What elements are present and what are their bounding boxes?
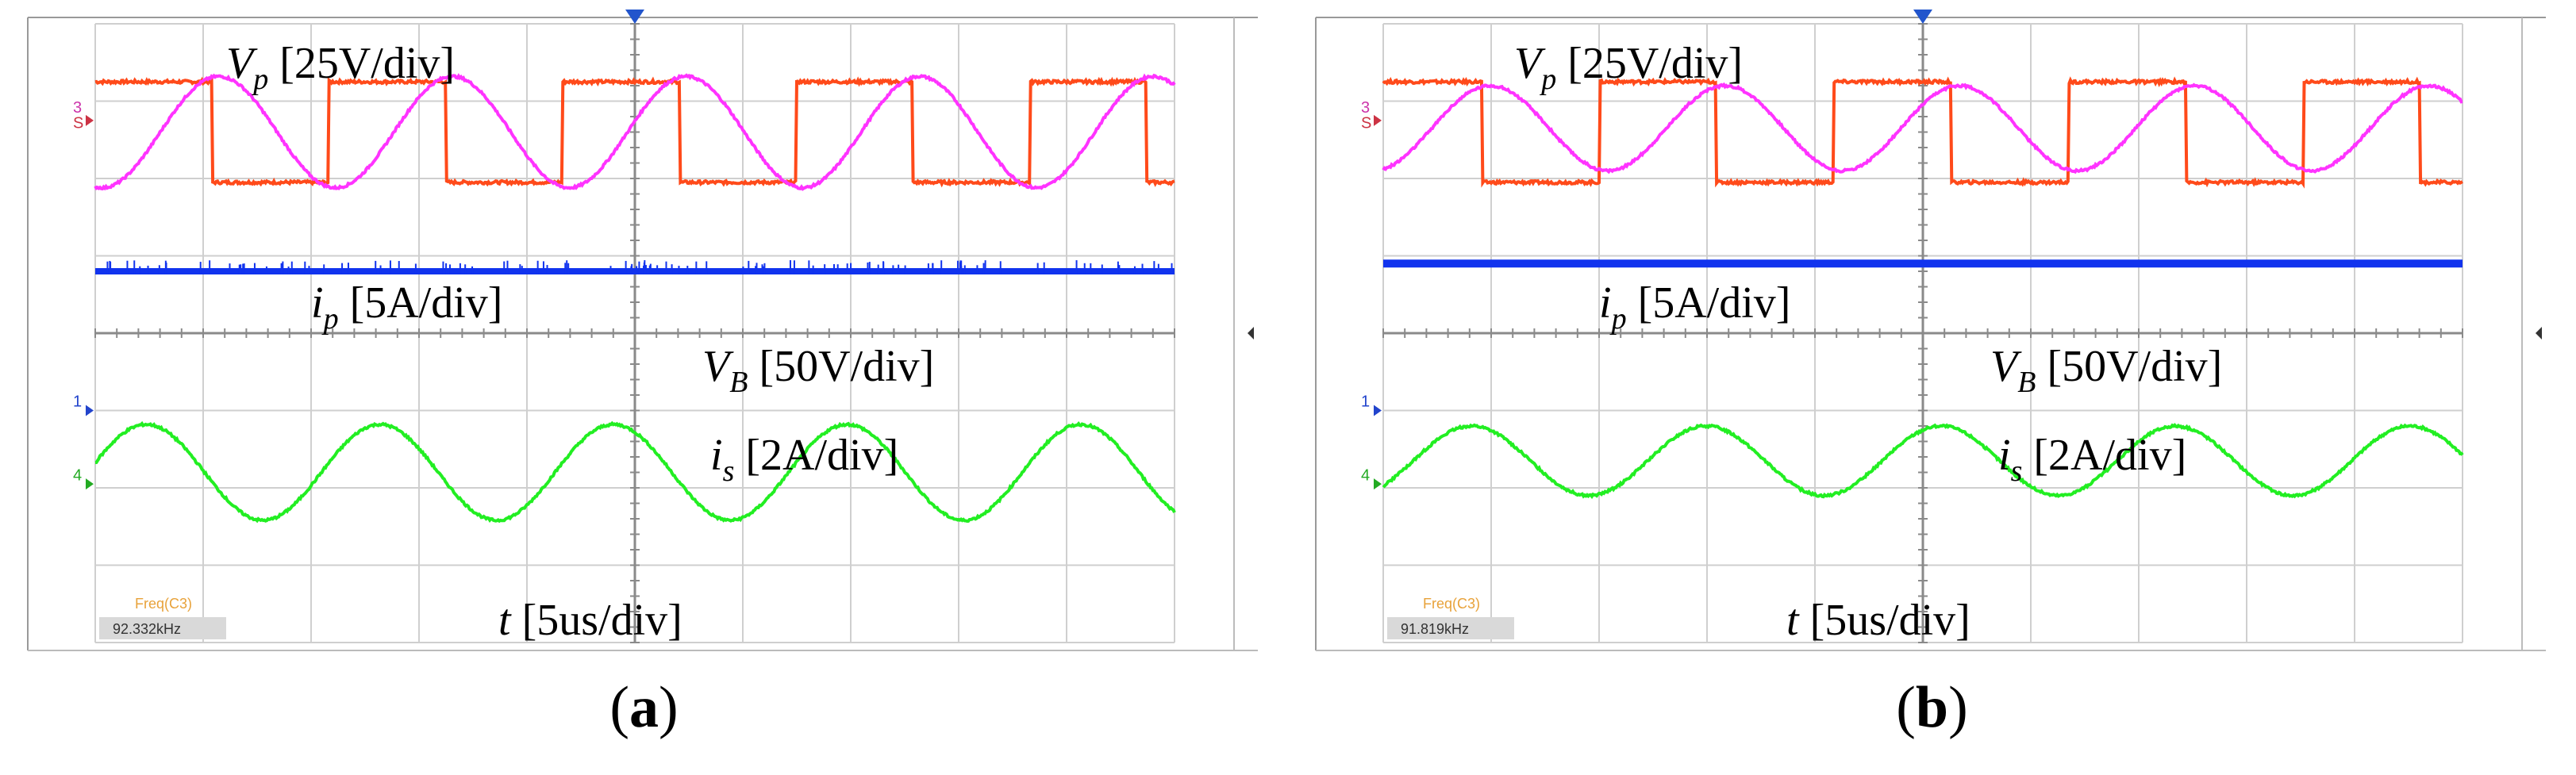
label-vp-scale: [25V/div] xyxy=(268,39,455,88)
label-vb-symbol: V xyxy=(702,342,734,391)
channel-marker-4: 4 xyxy=(73,466,82,484)
label-ip-subscript: p xyxy=(1609,302,1627,336)
channel-arrow-icon xyxy=(1374,405,1382,416)
caption-a: (a) xyxy=(609,675,679,740)
label-ip-symbol: i xyxy=(1599,278,1612,328)
caption-b: (b) xyxy=(1896,675,1968,740)
collapse-arrow-icon xyxy=(1248,327,1254,340)
label-vb: VB [50V/div] xyxy=(1990,342,2222,399)
label-is: is [2A/div] xyxy=(710,431,898,488)
label-vp-symbol: V xyxy=(226,39,258,88)
label-vp-symbol: V xyxy=(1514,39,1546,88)
label-ip-scale: [5A/div] xyxy=(1627,278,1791,328)
collapse-arrow-icon xyxy=(2536,327,2542,340)
channel-arrow-icon xyxy=(1374,114,1382,126)
label-vb: VB [50V/div] xyxy=(702,342,934,399)
label-ip: ip [5A/div] xyxy=(311,278,502,336)
channel-arrow-icon xyxy=(86,478,94,490)
label-ip-symbol: i xyxy=(311,278,324,328)
trigger-marker-icon xyxy=(1913,10,1932,24)
measurement-value: 92.332kHz xyxy=(113,621,181,637)
label-vb-scale: [50V/div] xyxy=(2036,342,2222,391)
channel-marker-3: 3 xyxy=(1361,99,1370,117)
scope-figure-a: 3 S 1 4 Freq(C3) 92.332kHz Vp [25V/div] ip [5A/… xyxy=(27,10,1258,740)
series-VB xyxy=(95,268,1175,274)
label-t-symbol: t xyxy=(1786,596,1800,645)
label-is-symbol: i xyxy=(1998,431,2011,480)
label-t-scale: [5us/div] xyxy=(1799,596,1970,645)
label-ip: ip [5A/div] xyxy=(1599,278,1790,336)
label-is: is [2A/div] xyxy=(1998,431,2186,488)
channel-marker-4: 4 xyxy=(1361,466,1370,484)
channel-arrow-icon xyxy=(86,114,94,126)
channel-arrow-icon xyxy=(86,405,94,416)
label-vb-scale: [50V/div] xyxy=(748,342,934,391)
label-vb-subscript: B xyxy=(729,366,748,399)
series-Vp xyxy=(1382,76,2463,189)
label-t-symbol: t xyxy=(498,596,512,645)
label-vp-subscript: p xyxy=(251,63,268,96)
measurement-box xyxy=(1387,617,1514,639)
channel-marker-s: S xyxy=(73,115,83,132)
channel-marker-3: 3 xyxy=(73,99,82,117)
channel-marker-1: 1 xyxy=(73,393,82,411)
channel-arrow-icon xyxy=(1374,478,1382,490)
scope-figure-b: 3 S 1 4 Freq(C3) 91.819kHz Vp [25V/div] ip [5A/… xyxy=(1288,0,2576,775)
label-ip-subscript: p xyxy=(321,302,339,336)
label-is-symbol: i xyxy=(710,431,723,480)
label-vp: Vp [25V/div] xyxy=(1514,39,1743,96)
measurement-value: 91.819kHz xyxy=(1401,621,1469,637)
label-t: t [5us/div] xyxy=(498,596,682,645)
label-t: t [5us/div] xyxy=(1786,596,1970,645)
series-ip xyxy=(94,73,1176,191)
series-is xyxy=(1382,423,2464,500)
label-ip-scale: [5A/div] xyxy=(339,278,503,328)
label-vp: Vp [25V/div] xyxy=(226,39,455,96)
label-vp-subscript: p xyxy=(1539,63,1556,96)
label-t-scale: [5us/div] xyxy=(511,596,682,645)
channel-marker-1: 1 xyxy=(1361,393,1370,411)
series-Vp xyxy=(94,76,1175,188)
label-is-subscript: s xyxy=(723,455,735,488)
label-vp-scale: [25V/div] xyxy=(1556,39,1743,88)
series-VB xyxy=(1383,259,2463,268)
measurement-box xyxy=(99,617,226,639)
label-vb-symbol: V xyxy=(1990,342,2022,391)
trigger-marker-icon xyxy=(625,10,644,24)
channel-marker-s: S xyxy=(1361,115,1371,132)
measurement-label: Freq(C3) xyxy=(135,596,192,612)
label-is-subscript: s xyxy=(2011,455,2023,488)
label-vb-subscript: B xyxy=(2017,366,2036,399)
label-is-scale: [2A/div] xyxy=(2022,431,2186,480)
series-ip xyxy=(1382,82,2463,175)
label-is-scale: [2A/div] xyxy=(734,431,898,480)
series-is xyxy=(94,420,1176,524)
measurement-label: Freq(C3) xyxy=(1423,596,1480,612)
